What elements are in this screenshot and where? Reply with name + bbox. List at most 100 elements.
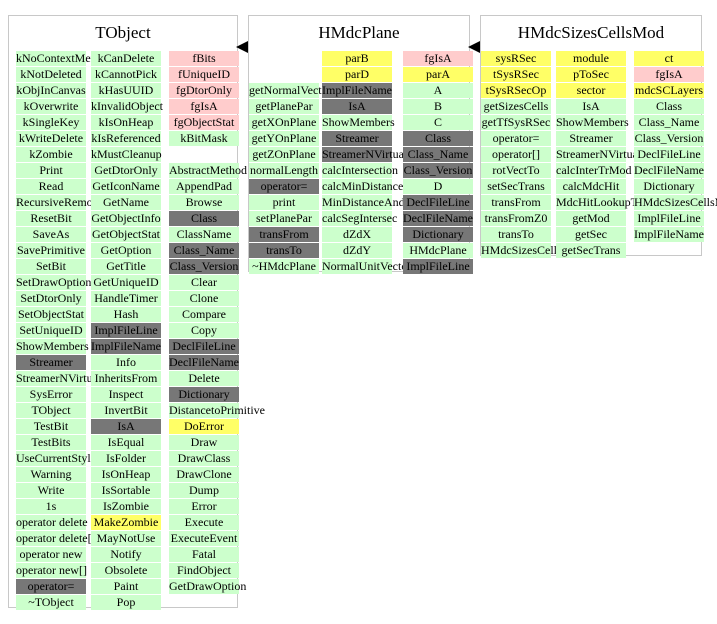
member-cell: ~HMdcPlane — [249, 259, 319, 274]
member-cell: setPlanePar — [249, 211, 319, 226]
member-cell: kHasUUID — [91, 83, 161, 98]
member-cell: tSysRSec — [481, 67, 551, 82]
member-cell: ExecuteEvent — [169, 531, 239, 546]
member-cell: Notify — [91, 547, 161, 562]
member-cell: module — [556, 51, 626, 66]
member-column-2: module pToSec sector IsA ShowMembers Streamer… — [556, 51, 644, 259]
member-cell: Class_Version — [634, 131, 704, 146]
member-cell: Class_Name — [634, 115, 704, 130]
member-column-1: sysRSec tSysRSec tSysRSecOp getSizesCells ge… — [481, 51, 584, 259]
member-cell: getSizesCells — [481, 99, 551, 114]
member-cell: TestBit — [16, 419, 86, 434]
member-cell: operator= — [481, 131, 551, 146]
member-cell: ImplFileLine — [91, 323, 161, 338]
member-cell: kZombie — [16, 147, 86, 162]
member-column-1: getNormalVector getPlanePar getXOnPlane get… — [249, 51, 332, 275]
member-cell: kOverwrite — [16, 99, 86, 114]
class-title: HMdcSizesCellsMod — [517, 23, 665, 42]
member-column-2: parB parD ImplFileName IsA ShowMembers Stream… — [322, 51, 421, 275]
member-column-3: fBits fUniqueID fgDtorOnly fgIsA fgObjectSta… — [169, 51, 265, 595]
member-cell: GetObjectInfo — [91, 211, 161, 226]
member-cell: ShowMembers — [322, 115, 395, 130]
member-cell: Warning — [16, 467, 86, 482]
member-cell: rotVectTo — [481, 163, 551, 178]
member-cell: GetTitle — [91, 259, 161, 274]
member-cell: StreamerNVirtual — [556, 147, 642, 162]
member-cell: fgIsA — [634, 67, 704, 82]
member-cell: Streamer — [16, 355, 86, 370]
member-cell: Class — [403, 131, 473, 146]
member-cell: Class_Name — [403, 147, 473, 162]
member-cell: UseCurrentStyle — [16, 451, 96, 466]
member-cell: ImplFileName — [322, 83, 392, 98]
member-cell: calcInterTrMod — [556, 163, 632, 178]
member-cell: getMod — [556, 211, 626, 226]
empty-slot — [249, 51, 319, 66]
member-cell: Class_Name — [169, 243, 239, 258]
member-cell: Dictionary — [169, 387, 239, 402]
member-cell: DistancetoPrimitive — [169, 403, 265, 418]
member-cell: getYOnPlane — [249, 131, 319, 146]
member-cell: parB — [322, 51, 392, 66]
member-cell: ShowMembers — [556, 115, 629, 130]
member-cell: getNormalVector — [249, 83, 332, 98]
member-cell: ImplFileName — [91, 339, 161, 354]
member-cell: IsSortable — [91, 483, 161, 498]
member-cell: dZdY — [322, 243, 392, 258]
member-cell: getXOnPlane — [249, 115, 319, 130]
member-cell: DrawClone — [169, 467, 239, 482]
member-cell: Execute — [169, 515, 239, 530]
member-cell: GetObjectStat — [91, 227, 161, 242]
member-cell: kIsOnHeap — [91, 115, 161, 130]
class-title: TObject — [95, 23, 151, 42]
member-cell: GetDtorOnly — [91, 163, 161, 178]
member-cell: Pop — [91, 595, 161, 610]
member-cell: DoError — [169, 419, 239, 434]
member-cell: operator= — [16, 579, 86, 594]
member-cell: kSingleKey — [16, 115, 86, 130]
member-cell: print — [249, 195, 319, 210]
member-cell: dZdX — [322, 227, 392, 242]
member-cell: pToSec — [556, 67, 626, 82]
member-cell: GetOption — [91, 243, 161, 258]
member-cell: MayNotUse — [91, 531, 161, 546]
member-cell: InheritsFrom — [91, 371, 161, 386]
member-cell: AppendPad — [169, 179, 239, 194]
member-cell: MakeZombie — [91, 515, 161, 530]
member-cell: Hash — [91, 307, 161, 322]
member-cell: IsA — [322, 99, 392, 114]
member-cell: Error — [169, 499, 239, 514]
member-cell: D — [403, 179, 473, 194]
member-cell: operator delete[] — [16, 531, 96, 546]
member-cell: RecursiveRemove — [16, 195, 104, 210]
member-cell: Class_Version — [169, 259, 239, 274]
member-cell: StreamerNVirtual — [16, 371, 102, 386]
member-cell: Class — [634, 99, 704, 114]
class-box-tobject: TObject kNoContextMenu kNotDeleted kObjInC… — [8, 15, 265, 610]
member-column-3: ct fgIsA mdcSCLayers Class Class_Name Class_V… — [634, 51, 717, 243]
member-cell: FindObject — [169, 563, 239, 578]
member-cell: operator[] — [481, 147, 551, 162]
member-cell: parA — [403, 67, 473, 82]
member-cell: SetDrawOption — [16, 275, 92, 290]
member-cell: 1s — [16, 499, 86, 514]
member-cell: ResetBit — [16, 211, 86, 226]
member-cell: GetDrawOption — [169, 579, 247, 594]
member-cell: getSec — [556, 227, 626, 242]
member-cell: DrawClass — [169, 451, 239, 466]
member-cell: fgObjectStat — [169, 115, 239, 130]
member-cell: calcSegIntersec — [322, 211, 398, 226]
member-cell: NormalUnitVector — [322, 259, 412, 274]
member-cell: TObject — [16, 403, 86, 418]
member-cell: ct — [634, 51, 704, 66]
member-cell: DeclFileName — [634, 163, 704, 178]
class-title: HMdcPlane — [318, 23, 400, 42]
member-cell: kNoContextMenu — [16, 51, 103, 66]
member-cell: transFrom — [481, 195, 551, 210]
member-cell: sysRSec — [481, 51, 551, 66]
member-cell: kWriteDelete — [16, 131, 86, 146]
member-cell: DeclFileName — [403, 211, 473, 226]
member-cell: kCannotPick — [91, 67, 161, 82]
member-cell: fBits — [169, 51, 239, 66]
member-cell: MinDistanceAndDir — [322, 195, 421, 210]
